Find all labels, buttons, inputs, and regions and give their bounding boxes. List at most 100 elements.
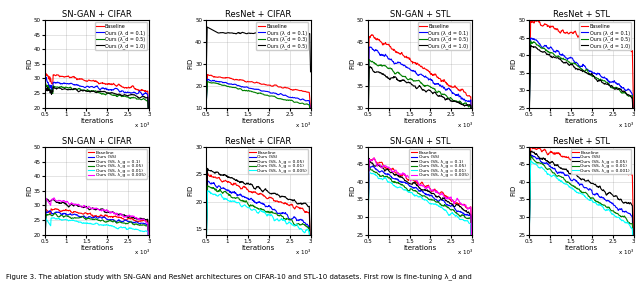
Ours (SS, λ_g = 0.05) <box>569 172 577 175</box>
X-axis label: Iterations: Iterations <box>565 118 598 124</box>
Title: ResNet + STL: ResNet + STL <box>553 137 610 146</box>
Text: x 10³: x 10³ <box>620 123 634 128</box>
Ours (λ_d = 0.1) <box>586 69 594 73</box>
Ours (λ_d = 0.1) <box>465 100 472 103</box>
Ours (SS, λ_g = 0.01) <box>220 190 228 193</box>
Title: ResNet + CIFAR: ResNet + CIFAR <box>225 137 292 146</box>
Baseline <box>275 85 283 89</box>
Ours (SS, λ_g = 0.01) <box>525 226 533 229</box>
Ours (λ_d = 0.3) <box>307 114 314 117</box>
Ours (λ_d = 0.5) <box>307 70 314 74</box>
Ours (SS, λ_g = 0.01) <box>307 264 314 267</box>
Line: Ours (SS, λ_g = 0.001): Ours (SS, λ_g = 0.001) <box>529 161 634 269</box>
Baseline <box>586 162 594 165</box>
Line: Ours (λ_d = 0.1): Ours (λ_d = 0.1) <box>529 38 634 138</box>
Line: Ours (λ_d = 0.5): Ours (λ_d = 0.5) <box>529 41 634 138</box>
Line: Ours (λ_d = 1.0): Ours (λ_d = 1.0) <box>368 67 472 163</box>
Baseline <box>630 112 637 115</box>
Ours (SS, λ_g = 0.005) <box>141 219 148 222</box>
Ours (SS) <box>263 205 271 208</box>
Ours (SS, λ_g = 0.01) <box>275 214 283 217</box>
Baseline <box>202 229 210 233</box>
Ours (SS, λ_g = 0.05) <box>246 183 253 186</box>
Ours (SS, λ_g = 0.1) <box>58 200 66 204</box>
Line: Ours (SS, λ_g = 0.005): Ours (SS, λ_g = 0.005) <box>206 191 310 267</box>
Baseline <box>436 191 444 195</box>
Baseline <box>468 255 476 258</box>
Ours (λ_d = 0.5) <box>527 39 534 43</box>
Baseline <box>626 48 634 52</box>
Baseline <box>58 209 66 212</box>
Ours (SS, λ_g = 0.01) <box>58 218 66 222</box>
Ours (λ_d = 1.0) <box>598 81 605 84</box>
Ours (SS, λ_g = 0.1) <box>145 249 153 253</box>
Line: Ours (SS, λ_g = 0.01): Ours (SS, λ_g = 0.01) <box>206 186 310 265</box>
Ours (SS) <box>244 197 252 201</box>
Ours (λ_d = 0.5) <box>626 94 634 97</box>
Ours (SS, λ_g = 0.1) <box>113 212 121 216</box>
Ours (λ_d = 0.5) <box>113 94 120 98</box>
Line: Ours (λ_d = 0.5): Ours (λ_d = 0.5) <box>45 82 149 129</box>
Ours (SS, λ_g = 0.05) <box>83 217 91 221</box>
Ours (SS, λ_g = 0.01) <box>41 215 49 219</box>
Ours (SS, λ_g = 0.001) <box>525 228 533 231</box>
Baseline <box>244 189 252 193</box>
Text: x 10³: x 10³ <box>135 250 149 255</box>
Ours (λ_d = 1.0) <box>586 72 594 76</box>
Ours (λ_d = 0.1) <box>246 87 253 90</box>
Ours (SS, λ_g = 0.01) <box>141 230 148 233</box>
Ours (SS, λ_g = 0.005) <box>246 206 253 210</box>
Baseline <box>41 206 49 210</box>
Ours (λ_d = 1.0) <box>58 88 66 91</box>
Ours (SS) <box>202 235 210 238</box>
Ours (SS, λ_g = 0.1) <box>364 225 372 229</box>
Ours (λ_d = 0.5) <box>408 78 415 81</box>
Ours (SS, λ_g = 0.1) <box>381 168 389 172</box>
Ours (SS, λ_g = 0.05) <box>141 224 149 227</box>
Ours (SS) <box>425 193 433 196</box>
Ours (SS, λ_g = 0.005) <box>425 185 433 188</box>
Ours (λ_d = 1.0) <box>145 124 153 128</box>
Text: x 10³: x 10³ <box>296 123 310 128</box>
Baseline <box>84 79 92 82</box>
Line: Ours (λ_d = 0.3): Ours (λ_d = 0.3) <box>206 82 310 116</box>
Line: Ours (SS): Ours (SS) <box>529 154 634 263</box>
Ours (λ_d = 0.1) <box>307 111 314 115</box>
Ours (λ_d = 0.5) <box>58 85 66 89</box>
Ours (λ_d = 0.5) <box>275 31 283 35</box>
Title: SN-GAN + STL: SN-GAN + STL <box>390 137 450 146</box>
Ours (SS, λ_g = 0.005) <box>275 219 283 223</box>
Ours (SS, λ_g = 0.005) <box>113 211 120 215</box>
Baseline <box>465 206 472 210</box>
Ours (SS) <box>145 252 153 255</box>
Title: ResNet + CIFAR: ResNet + CIFAR <box>225 10 292 19</box>
Line: Ours (SS): Ours (SS) <box>206 181 310 263</box>
Ours (SS, λ_g = 0.01) <box>381 176 389 180</box>
Legend: Baseline, Ours (SS), Ours (SS, λ_g = 0.1), Ours (SS, λ_g = 0.05), Ours (SS, λ_g : Baseline, Ours (SS), Ours (SS, λ_g = 0.1… <box>86 149 147 179</box>
Ours (λ_d = 0.1) <box>113 87 121 90</box>
Text: x 10³: x 10³ <box>458 250 472 255</box>
Ours (SS, λ_g = 0.05) <box>626 201 634 205</box>
Ours (SS, λ_g = 0.005) <box>406 178 414 182</box>
X-axis label: Iterations: Iterations <box>403 118 436 124</box>
Ours (SS, λ_g = 0.005) <box>220 198 228 201</box>
Line: Ours (SS, λ_g = 0.1): Ours (SS, λ_g = 0.1) <box>45 199 149 251</box>
Ours (SS, λ_g = 0.05) <box>275 193 283 197</box>
Ours (SS, λ_g = 0.01) <box>630 264 637 267</box>
Ours (SS, λ_g = 0.01) <box>598 203 605 206</box>
Line: Ours (SS, λ_g = 0.01): Ours (SS, λ_g = 0.01) <box>368 172 472 265</box>
Ours (SS, λ_g = 0.005) <box>364 226 372 230</box>
Line: Ours (λ_d = 1.0): Ours (λ_d = 1.0) <box>45 86 149 126</box>
Legend: Baseline, Ours (λ_d = 0.1), Ours (λ_d = 0.5), Ours (λ_d = 1.0): Baseline, Ours (λ_d = 0.1), Ours (λ_d = … <box>579 22 631 50</box>
Ours (SS, λ_g = 0.05) <box>244 181 252 185</box>
Baseline <box>568 158 575 162</box>
Ours (λ_d = 0.1) <box>543 45 551 49</box>
Line: Baseline: Baseline <box>529 146 634 239</box>
Ours (SS, λ_g = 0.05) <box>113 221 121 225</box>
Baseline <box>303 90 310 94</box>
Ours (SS, λ_g = 0.005) <box>307 265 314 268</box>
Ours (SS, λ_g = 0.01) <box>465 220 472 224</box>
Ours (SS) <box>141 222 149 226</box>
Ours (λ_d = 0.1) <box>630 136 637 140</box>
Ours (SS) <box>465 213 472 217</box>
